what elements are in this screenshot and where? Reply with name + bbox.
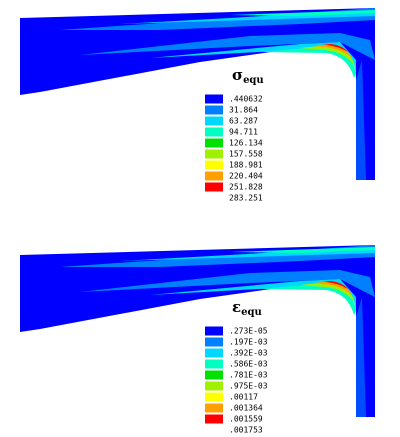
legend-swatch [205,138,223,148]
legend-label: .586E-03 [229,360,268,369]
legend-swatch [205,403,223,413]
legend-label: 157.558 [229,150,263,159]
subscript: equ [241,307,262,318]
legend-swatch [205,348,223,358]
legend-label: .00117 [229,393,258,402]
contour-top [20,8,375,180]
symbol: ε [232,298,241,316]
legend-swatch [205,337,223,347]
legend-swatch [205,381,223,391]
legend-swatch [205,326,223,336]
legend-swatch [205,160,223,170]
subscript: equ [243,75,264,86]
legend-panel: εequ .273E-05 .197E-03 .392E-03 .586E-03 .781… [205,298,268,435]
legend-label: 94.711 [229,128,258,137]
legend-swatch [205,370,223,380]
legend-label: 220.404 [229,172,263,181]
legend-label: 126.134 [229,139,263,148]
legend-swatch [205,149,223,159]
legend-swatch [205,392,223,402]
legend-swatch [205,127,223,137]
legend-label: .975E-03 [229,382,268,391]
legend-label: 31.864 [229,106,258,115]
legend-label: .001559 [229,415,263,424]
legend-label: 251.828 [229,183,263,192]
legend-swatch [205,116,223,126]
legend-label: 188.981 [229,161,263,170]
legend-swatch [205,414,223,424]
legend-label: .440632 [229,95,263,104]
legend-swatch [205,105,223,115]
legend-swatch [205,94,223,104]
contour-bottom [20,245,375,417]
legend-swatch [205,171,223,181]
legend-label: .001364 [229,404,263,413]
legend-title: σequ [232,66,264,86]
legend-label: 283.251 [229,194,263,203]
legend-swatch [205,359,223,369]
legend-label: .001753 [229,426,263,435]
legend-panel: σequ .440632 31.864 63.287 94.711 126.134 157.… [205,66,264,203]
legend-label: .197E-03 [229,338,268,347]
symbol: σ [232,66,243,84]
legend-label: .392E-03 [229,349,268,358]
legend-swatch [205,182,223,192]
legend-label: 63.287 [229,117,258,126]
legend-title: εequ [232,298,262,318]
legend-label: .781E-03 [229,371,268,380]
legend-label: .273E-05 [229,327,268,336]
